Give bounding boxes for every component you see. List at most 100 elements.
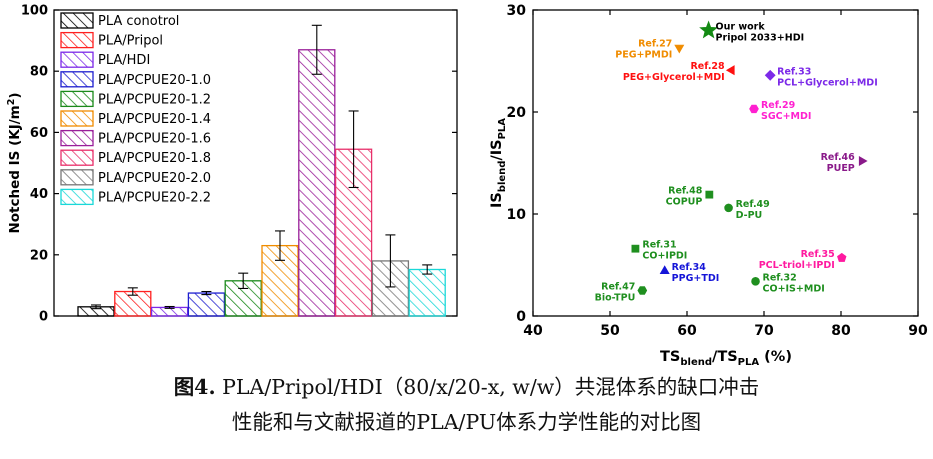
figure-number: 图4. bbox=[173, 375, 216, 399]
bar-y-tick-label: 40 bbox=[30, 187, 48, 202]
marker-ref-33 bbox=[764, 69, 776, 81]
point-system-label: CO+IS+MDI bbox=[763, 283, 825, 294]
bar-y-tick-label: 100 bbox=[21, 4, 48, 19]
marker-ref-29 bbox=[749, 104, 759, 114]
marker-ref-47 bbox=[637, 286, 648, 295]
legend-label: PLA/PCPUE20-2.2 bbox=[98, 190, 211, 205]
point-reference-label: Ref.49 bbox=[736, 199, 770, 210]
bar-y-tick-label: 80 bbox=[30, 65, 48, 80]
marker-ref-27 bbox=[674, 44, 685, 54]
legend-swatch bbox=[60, 110, 94, 127]
figure-caption-line-1: 图4. PLA/Pripol/HDI（80/x/20-x, w/w）共混体系的缺… bbox=[0, 377, 933, 398]
legend-label: PLA/PCPUE20-1.0 bbox=[98, 73, 211, 88]
point-system-label: CO+IPDI bbox=[642, 251, 687, 262]
point-reference-label: Ref.31 bbox=[642, 240, 676, 251]
legend-label: PLA/Pripol bbox=[98, 34, 163, 49]
legend-swatch bbox=[60, 188, 94, 206]
bar-y-tick-label: 60 bbox=[30, 126, 48, 141]
legend-label: PLA/PCPUE20-1.4 bbox=[98, 112, 211, 127]
marker-ref-28 bbox=[725, 65, 735, 76]
legend-swatch bbox=[60, 51, 94, 68]
bar-pla-pcpue20-1-0 bbox=[187, 292, 226, 317]
point-system-label: D-PU bbox=[736, 210, 763, 221]
scatter-x-tick-label: 80 bbox=[831, 323, 851, 339]
point-reference-label: Ref.48 bbox=[668, 186, 703, 197]
legend-swatch bbox=[60, 90, 94, 108]
bar-chart-y-axis-label: Notched IS (KJ/m2) bbox=[6, 92, 23, 233]
marker-ref-49 bbox=[724, 203, 733, 213]
scatter-x-tick-label: 50 bbox=[600, 323, 620, 339]
legend-swatch bbox=[60, 71, 94, 88]
point-system-label: SGC+MDI bbox=[761, 111, 811, 122]
scatter-y-tick-label: 10 bbox=[507, 207, 527, 223]
marker-ref-32 bbox=[751, 277, 760, 286]
scatter-x-tick-label: 40 bbox=[523, 323, 543, 339]
legend-swatch bbox=[60, 12, 94, 29]
point-system-label: PUEP bbox=[827, 163, 855, 174]
marker-our-work bbox=[699, 20, 718, 39]
scatter-plot-frame bbox=[532, 9, 919, 317]
point-reference-label: Our work bbox=[716, 21, 766, 32]
legend-label: PLA/PCPUE20-1.2 bbox=[98, 92, 211, 107]
point-reference-label: Ref.34 bbox=[672, 262, 707, 273]
bar-pla-pcpue20-2-2 bbox=[408, 268, 446, 317]
scatter-x-tick-label: 60 bbox=[677, 323, 697, 339]
bar-pla-pcpue20-1-6 bbox=[298, 49, 336, 317]
legend-label: PLA/PCPUE20-1.6 bbox=[98, 132, 211, 147]
legend-label: PLA/PCPUE20-2.0 bbox=[98, 171, 211, 186]
marker-ref-35 bbox=[837, 252, 847, 262]
point-system-label: PCL+Glycerol+MDI bbox=[777, 77, 878, 88]
impact-strength-bar-chart: 0 20 40 60 80 100 PLA conotrol PLA/Pripol PLA/H… bbox=[6, 4, 458, 325]
figure-caption-text: PLA/Pripol/HDI（80/x/20-x, w/w）共混体系的缺口冲击 bbox=[215, 375, 760, 399]
marker-ref-46 bbox=[858, 155, 868, 167]
scatter-plot-x-axis-label: TSblend/TSPLA (%) bbox=[660, 349, 792, 368]
point-reference-label: Ref.28 bbox=[690, 61, 725, 72]
scatter-x-tick-label: 90 bbox=[908, 323, 928, 339]
legend-swatch bbox=[60, 129, 94, 147]
point-system-label: COPUP bbox=[666, 197, 703, 208]
bar-chart-legend: PLA conotrol PLA/Pripol PLA/HDI PLA/PCPUE20… bbox=[60, 12, 211, 206]
scatter-plot-y-axis-label: ISblend/ISPLA bbox=[489, 118, 508, 208]
legend-swatch bbox=[60, 149, 94, 166]
point-system-label: Pripol 2033+HDI bbox=[716, 32, 805, 43]
bar-pla-pcpue20-1-4 bbox=[261, 244, 299, 317]
point-system-label: PPG+TDI bbox=[672, 273, 720, 284]
point-system-label: Bio-TPU bbox=[595, 293, 636, 304]
scatter-point-ref-49: Ref.49D-PU bbox=[724, 199, 770, 221]
scatter-x-tick-label: 70 bbox=[754, 323, 774, 339]
legend-label: PLA/HDI bbox=[98, 53, 150, 68]
bar-chart-y-ticks: 0 20 40 60 80 100 bbox=[21, 4, 457, 325]
scatter-y-tick-label: 0 bbox=[516, 309, 526, 325]
figure-caption-line-2: 性能和与文献报道的PLA/PU体系力学性能的对比图 bbox=[231, 410, 702, 434]
point-reference-label: Ref.27 bbox=[638, 39, 672, 50]
bar-y-tick-label: 0 bbox=[39, 310, 48, 325]
point-reference-label: Ref.35 bbox=[801, 249, 835, 260]
bar-chart-bars bbox=[77, 24, 446, 317]
legend-swatch bbox=[60, 31, 94, 49]
point-system-label: PCL-triol+IPDI bbox=[759, 260, 835, 271]
marker-ref-34 bbox=[659, 265, 670, 275]
bar-y-tick-label: 20 bbox=[30, 248, 48, 263]
scatter-plot-ticks: 40 50 60 70 80 90 0 10 20 30 bbox=[507, 3, 928, 339]
legend-swatch bbox=[60, 169, 94, 186]
point-reference-label: Ref.33 bbox=[777, 66, 811, 77]
point-reference-label: Ref.46 bbox=[821, 152, 856, 163]
point-system-label: PEG+PMDI bbox=[615, 50, 672, 61]
scatter-y-tick-label: 30 bbox=[507, 3, 527, 19]
legend-label: PLA/PCPUE20-1.8 bbox=[98, 151, 211, 166]
point-reference-label: Ref.47 bbox=[601, 282, 635, 293]
